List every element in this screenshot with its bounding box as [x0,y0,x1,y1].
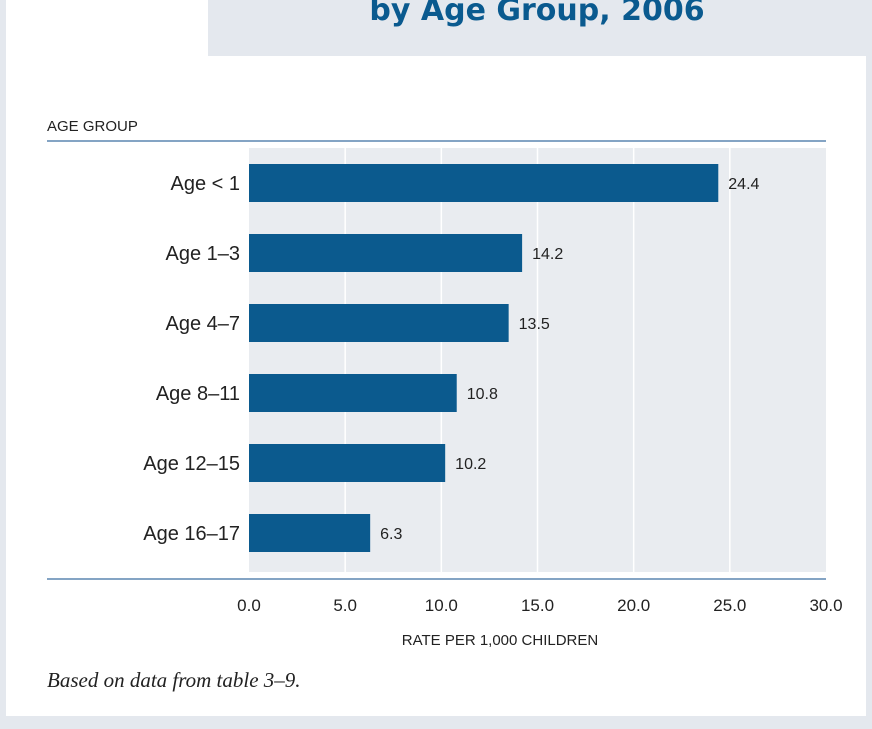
value-label: 6.3 [380,526,402,543]
bar [249,374,457,412]
x-tick-label: 25.0 [713,596,746,615]
value-label: 10.2 [455,456,486,473]
bar [249,514,371,552]
category-label: Age 12–15 [143,453,240,475]
x-axis-title: RATE PER 1,000 CHILDREN [402,632,598,649]
x-tick-label: 30.0 [809,596,842,615]
y-axis-title: AGE GROUP [47,118,138,135]
bar [249,234,523,272]
value-label: 13.5 [519,316,550,333]
category-label: Age 1–3 [165,243,240,265]
value-label: 24.4 [728,176,759,193]
x-tick-label: 20.0 [617,596,650,615]
category-label: Age 16–17 [143,523,240,545]
chart-title: by Age Group, 2006 [369,0,705,28]
category-label: Age 8–11 [156,383,240,405]
bar [249,444,446,482]
title-band: by Age Group, 2006 [208,0,866,56]
x-tick-label: 10.0 [425,596,458,615]
source-footnote: Based on data from table 3–9. [47,668,301,692]
bar [249,164,719,202]
category-label: Age 4–7 [165,313,240,335]
x-tick-label: 5.0 [333,596,357,615]
value-label: 10.8 [467,386,498,403]
x-tick-label: 15.0 [521,596,554,615]
category-label: Age < 1 [170,173,240,195]
value-label: 14.2 [532,246,563,263]
bar [249,304,509,342]
x-tick-label: 0.0 [237,596,261,615]
